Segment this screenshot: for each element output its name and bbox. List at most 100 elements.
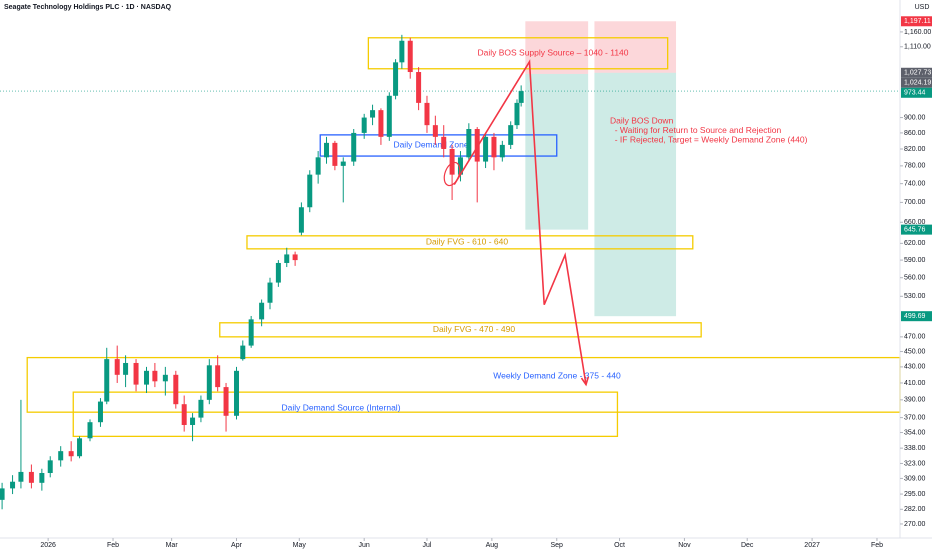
candle-body <box>351 132 357 162</box>
zone-box <box>219 322 702 338</box>
candle-body <box>114 359 120 375</box>
candle-body <box>324 142 330 158</box>
x-tick-label: Oct <box>614 542 625 549</box>
zone-box <box>319 134 558 157</box>
price-tag-label: 645.76 <box>904 226 926 233</box>
x-tick-label: Feb <box>107 542 119 549</box>
annotation-line: - IF Rejected, Target = Weekly Demand Zo… <box>610 134 808 144</box>
y-tick-label: 660.00 <box>904 219 926 226</box>
projection-path <box>453 59 587 385</box>
y-tick-label: 354.00 <box>904 429 926 436</box>
y-tick-label: 282.00 <box>904 506 926 513</box>
candle-body <box>223 387 229 416</box>
y-tick-label: 780.00 <box>904 163 926 170</box>
target-zone <box>594 72 677 317</box>
y-tick-label: 470.00 <box>904 334 926 341</box>
highlight-circle <box>443 161 461 187</box>
candle-body <box>399 40 405 63</box>
candle-body <box>284 254 290 263</box>
main-layer <box>0 34 590 510</box>
x-tick-label: Feb <box>871 542 883 549</box>
y-tick-label: 620.00 <box>904 240 926 247</box>
candle-body <box>39 473 45 483</box>
price-tag <box>901 311 932 322</box>
zone-label: Weekly Demand Zone - 375 - 440 <box>493 370 621 380</box>
candle-body <box>198 399 204 418</box>
y-tick-label: 1,110.00 <box>904 44 931 51</box>
x-tick-label: May <box>293 542 307 549</box>
zone-label: Daily Demand Source (Internal) <box>281 402 400 412</box>
price-tag-label: 973.44 <box>904 90 926 97</box>
price-tag <box>901 67 932 78</box>
price-tag-label: 1,024.19 <box>904 80 931 87</box>
candle-body <box>87 422 93 439</box>
candle-body <box>416 72 422 103</box>
candle-body <box>457 157 463 175</box>
candle-body <box>491 136 497 158</box>
y-tick-label: 590.00 <box>904 257 926 264</box>
candle-body <box>68 451 74 457</box>
candle-body <box>441 136 447 149</box>
x-tick-label: Jun <box>359 542 370 549</box>
candle-body <box>315 157 321 175</box>
x-tick-label: 2026 <box>40 542 56 549</box>
candle-body <box>292 254 298 261</box>
projection-arrowhead <box>580 376 590 387</box>
price-tag <box>901 87 932 98</box>
x-tick-label: Dec <box>741 542 754 549</box>
candle-body <box>133 362 139 385</box>
candle-body <box>361 117 367 133</box>
candle-body <box>432 125 438 137</box>
candle-body <box>499 144 505 158</box>
candle-body <box>466 129 472 158</box>
zone-label: Daily FVG - 610 - 640 <box>426 237 508 247</box>
candle-body <box>483 136 489 162</box>
price-tag-label: 1,197.11 <box>904 18 931 25</box>
candle-body <box>77 438 83 457</box>
currency: USD <box>915 4 930 11</box>
candle-body <box>267 282 273 303</box>
candle-body <box>18 471 24 482</box>
candle-body <box>332 142 338 166</box>
y-tick-label: 530.00 <box>904 293 926 300</box>
price-tag <box>901 16 932 27</box>
y-tick-label: 860.00 <box>904 130 926 137</box>
y-tick-label: 338.00 <box>904 445 926 452</box>
candle-body <box>10 481 16 489</box>
zone-label: Daily FVG - 470 - 490 <box>433 324 515 334</box>
annotation-line: - Waiting for Return to Source and Rejec… <box>610 125 781 135</box>
x-tick-label: 2027 <box>804 542 820 549</box>
y-tick-label: 323.00 <box>904 460 926 467</box>
candle-body <box>298 207 304 233</box>
candle-body <box>449 148 455 175</box>
candle-body <box>0 488 5 500</box>
y-tick-label: 450.00 <box>904 348 926 355</box>
candle-body <box>240 345 246 360</box>
x-tick-label: Jul <box>423 542 432 549</box>
y-tick-label: 390.00 <box>904 397 926 404</box>
annotation-line: Daily BOS Down <box>610 115 674 125</box>
candle-body <box>508 125 514 145</box>
zone-label: Daily BOS Supply Source – 1040 - 1140 <box>477 48 628 58</box>
price-tag-label: 499.69 <box>904 313 926 320</box>
candle-body <box>393 62 399 96</box>
y-tick-label: 295.00 <box>904 491 926 498</box>
y-tick-label: 309.00 <box>904 475 926 482</box>
candle-body <box>190 417 196 425</box>
candle-body <box>340 161 346 166</box>
candle-body <box>28 471 34 483</box>
candle-body <box>518 91 524 103</box>
stop-zone <box>594 21 677 73</box>
y-tick-label: 740.00 <box>904 180 926 187</box>
x-tick-label: Aug <box>486 542 499 549</box>
candle-body <box>162 374 168 382</box>
candle-body <box>248 319 254 346</box>
zone-box <box>72 391 619 438</box>
y-tick-label: 430.00 <box>904 364 926 371</box>
zone-box <box>367 37 669 70</box>
candle-body <box>514 102 520 126</box>
candle-body <box>58 451 64 461</box>
